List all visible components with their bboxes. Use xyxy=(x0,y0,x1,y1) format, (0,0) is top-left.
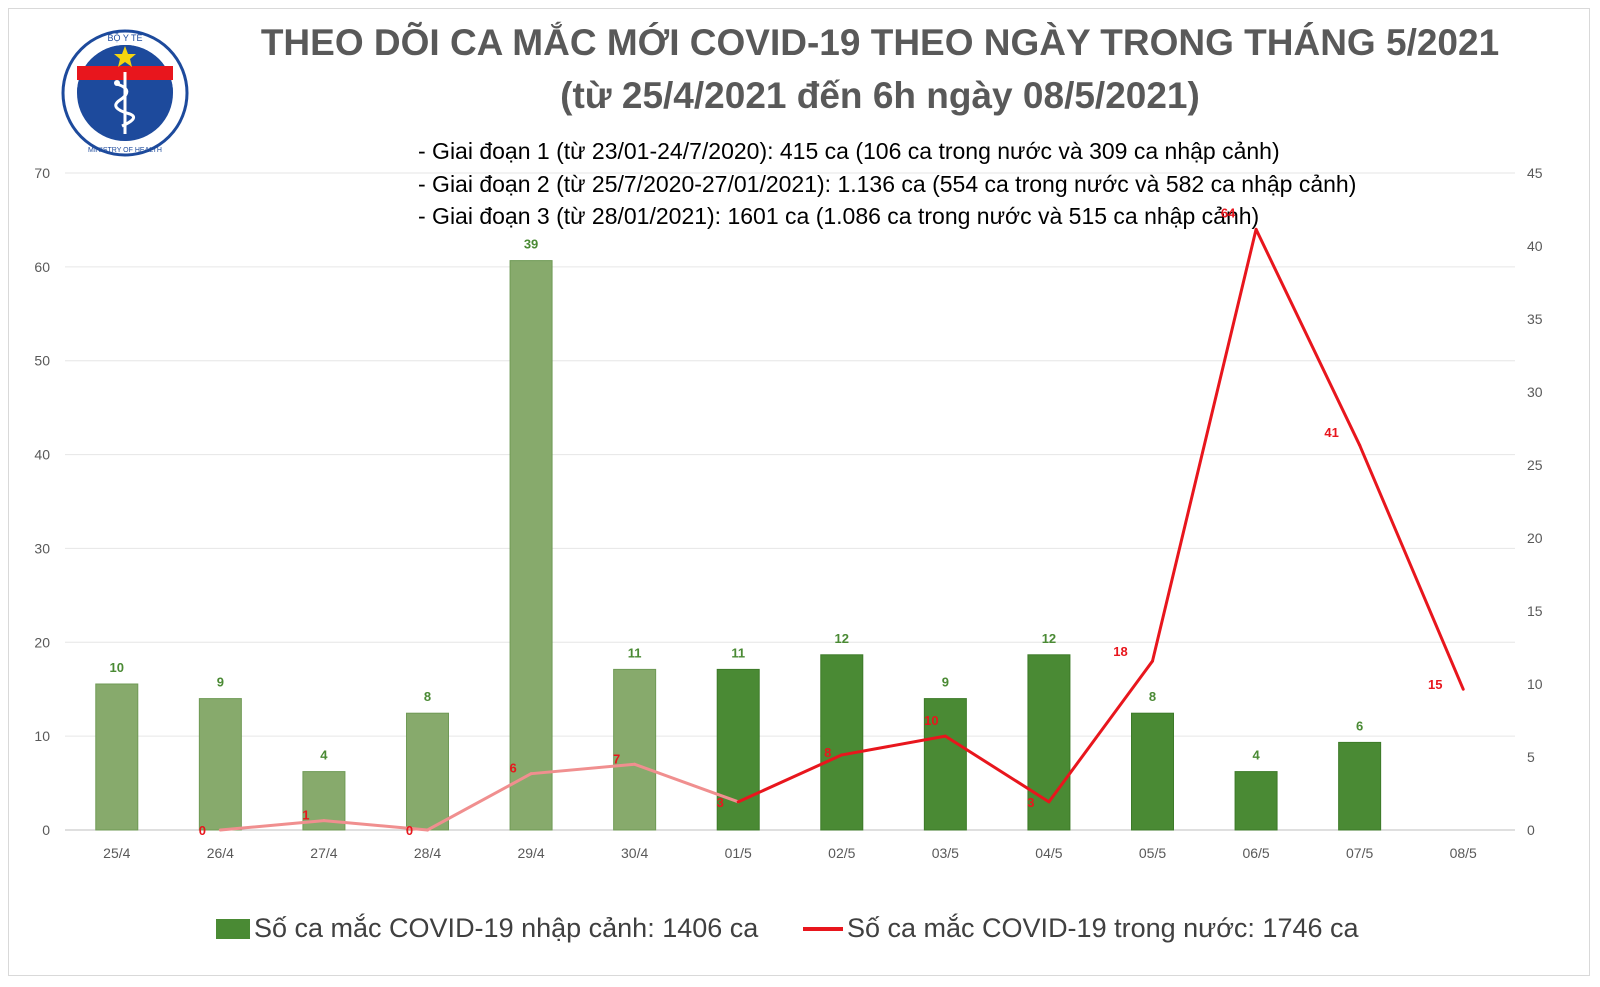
bar-data-label: 8 xyxy=(1149,689,1156,704)
phase-note-1: - Giai đoạn 1 (từ 23/01-24/7/2020): 415 … xyxy=(418,138,1280,164)
bar-imported-cases xyxy=(1131,712,1174,831)
bar-imported-cases xyxy=(95,683,139,831)
right-axis-tick-label: 10 xyxy=(1527,676,1543,692)
bar-imported-cases xyxy=(1338,741,1382,831)
legend-item-domestic: Số ca mắc COVID-19 trong nước: 1746 ca xyxy=(803,913,1359,944)
right-axis-tick-label: 35 xyxy=(1527,311,1543,327)
bar-data-label: 10 xyxy=(110,660,124,675)
left-axis-tick-label: 60 xyxy=(34,259,50,275)
line-segment-domestic-cases xyxy=(943,734,1051,804)
left-axis-tick-label: 30 xyxy=(34,540,50,556)
right-axis-tick-label: 15 xyxy=(1527,603,1543,619)
legend-item-imported: Số ca mắc COVID-19 nhập cảnh: 1406 ca xyxy=(216,913,758,944)
x-axis-tick-label: 28/4 xyxy=(414,845,441,861)
bar-data-label: 12 xyxy=(1042,631,1056,646)
line-data-label: 10 xyxy=(924,713,938,728)
chart-legend: Số ca mắc COVID-19 nhập cảnh: 1406 ca Số… xyxy=(0,913,1600,953)
left-axis-tick-label: 70 xyxy=(34,165,50,181)
line-data-label: 0 xyxy=(406,823,413,838)
legend-bar-swatch xyxy=(216,918,250,939)
bar-imported-cases xyxy=(820,654,864,831)
line-data-label: 41 xyxy=(1324,425,1338,440)
line-data-label: 64 xyxy=(1221,205,1236,220)
x-axis-tick-label: 29/4 xyxy=(517,845,544,861)
right-axis-tick-label: 20 xyxy=(1527,530,1543,546)
bar-data-label: 11 xyxy=(628,645,642,660)
line-segment-domestic-cases xyxy=(1151,227,1258,663)
x-axis-tick-label: 26/4 xyxy=(207,845,234,861)
line-segment-domestic-cases xyxy=(1254,227,1362,447)
right-axis-tick-label: 45 xyxy=(1527,165,1543,181)
legend-label-imported: Số ca mắc COVID-19 nhập cảnh: 1406 ca xyxy=(254,913,759,943)
line-segment-domestic-cases xyxy=(322,819,429,832)
line-data-label: 7 xyxy=(613,751,620,766)
chart-subtitle: (từ 25/4/2021 đến 6h ngày 08/5/2021) xyxy=(560,75,1200,116)
left-axis-tick-label: 20 xyxy=(34,634,50,650)
line-data-label: 1 xyxy=(302,808,309,823)
line-segment-domestic-cases xyxy=(529,762,637,776)
bar-imported-cases xyxy=(923,698,967,831)
bar-imported-cases xyxy=(1234,771,1278,831)
line-segment-domestic-cases xyxy=(1358,443,1465,691)
bar-data-label: 4 xyxy=(320,748,328,763)
bar-data-label: 9 xyxy=(942,675,949,690)
bar-data-label: 4 xyxy=(1252,748,1260,763)
line-data-label: 6 xyxy=(509,761,516,776)
chart-title: THEO DÕI CA MẮC MỚI COVID-19 THEO NGÀY T… xyxy=(260,22,1500,63)
ministry-logo-icon: BỘ Y TẾ MINISTRY OF HEALTH xyxy=(61,29,189,157)
left-axis-tick-label: 40 xyxy=(34,447,50,463)
x-axis-tick-label: 03/5 xyxy=(932,845,959,861)
right-axis-tick-label: 0 xyxy=(1527,822,1535,838)
bar-imported-cases xyxy=(198,698,242,831)
left-axis-tick-label: 0 xyxy=(42,822,50,838)
left-axis-tick-label: 50 xyxy=(34,353,50,369)
x-axis-tick-label: 04/5 xyxy=(1035,845,1062,861)
x-axis-tick-label: 06/5 xyxy=(1242,845,1269,861)
line-segment-domestic-cases xyxy=(736,753,844,804)
logo-top-text: BỘ Y TẾ xyxy=(107,33,142,43)
x-axis-tick-label: 07/5 xyxy=(1346,845,1373,861)
line-data-label: 8 xyxy=(824,745,831,760)
bar-data-label: 12 xyxy=(835,631,849,646)
x-axis-tick-label: 01/5 xyxy=(725,845,752,861)
phase-note-3: - Giai đoạn 3 (từ 28/01/2021): 1601 ca (… xyxy=(418,203,1260,229)
line-segment-domestic-cases xyxy=(633,762,740,804)
line-segment-domestic-cases xyxy=(218,819,326,832)
line-data-label: 3 xyxy=(1027,795,1034,810)
x-axis-tick-label: 25/4 xyxy=(103,845,130,861)
right-axis-tick-label: 5 xyxy=(1527,749,1535,765)
x-axis-tick-label: 02/5 xyxy=(828,845,855,861)
x-axis-tick-label: 30/4 xyxy=(621,845,648,861)
line-data-label: 18 xyxy=(1113,644,1127,659)
x-axis-tick-label: 08/5 xyxy=(1450,845,1477,861)
bar-imported-cases xyxy=(509,260,553,831)
bar-data-label: 11 xyxy=(731,645,745,660)
phase-note-2: - Giai đoạn 2 (từ 25/7/2020-27/01/2021):… xyxy=(418,171,1357,197)
left-axis-tick-label: 10 xyxy=(34,728,50,744)
logo-bottom-text: MINISTRY OF HEALTH xyxy=(88,147,162,154)
bar-data-label: 8 xyxy=(424,689,431,704)
line-data-label: 0 xyxy=(199,823,206,838)
bar-imported-cases xyxy=(406,712,449,831)
x-axis-tick-label: 05/5 xyxy=(1139,845,1166,861)
line-segment-domestic-cases xyxy=(840,734,947,757)
line-data-label: 3 xyxy=(717,795,724,810)
bar-data-label: 9 xyxy=(217,675,224,690)
line-segment-domestic-cases xyxy=(426,772,533,832)
legend-line-swatch xyxy=(803,926,843,931)
bar-data-label: 6 xyxy=(1356,718,1363,733)
chart-frame xyxy=(8,8,1590,976)
line-data-label: 15 xyxy=(1428,677,1442,692)
bar-data-label: 39 xyxy=(524,237,538,252)
bar-imported-cases xyxy=(613,668,657,831)
x-axis-tick-label: 27/4 xyxy=(310,845,337,861)
right-axis-tick-label: 40 xyxy=(1527,238,1543,254)
legend-label-domestic: Số ca mắc COVID-19 trong nước: 1746 ca xyxy=(847,913,1359,943)
line-segment-domestic-cases xyxy=(1047,659,1154,804)
right-axis-tick-label: 25 xyxy=(1527,457,1543,473)
right-axis-tick-label: 30 xyxy=(1527,384,1543,400)
